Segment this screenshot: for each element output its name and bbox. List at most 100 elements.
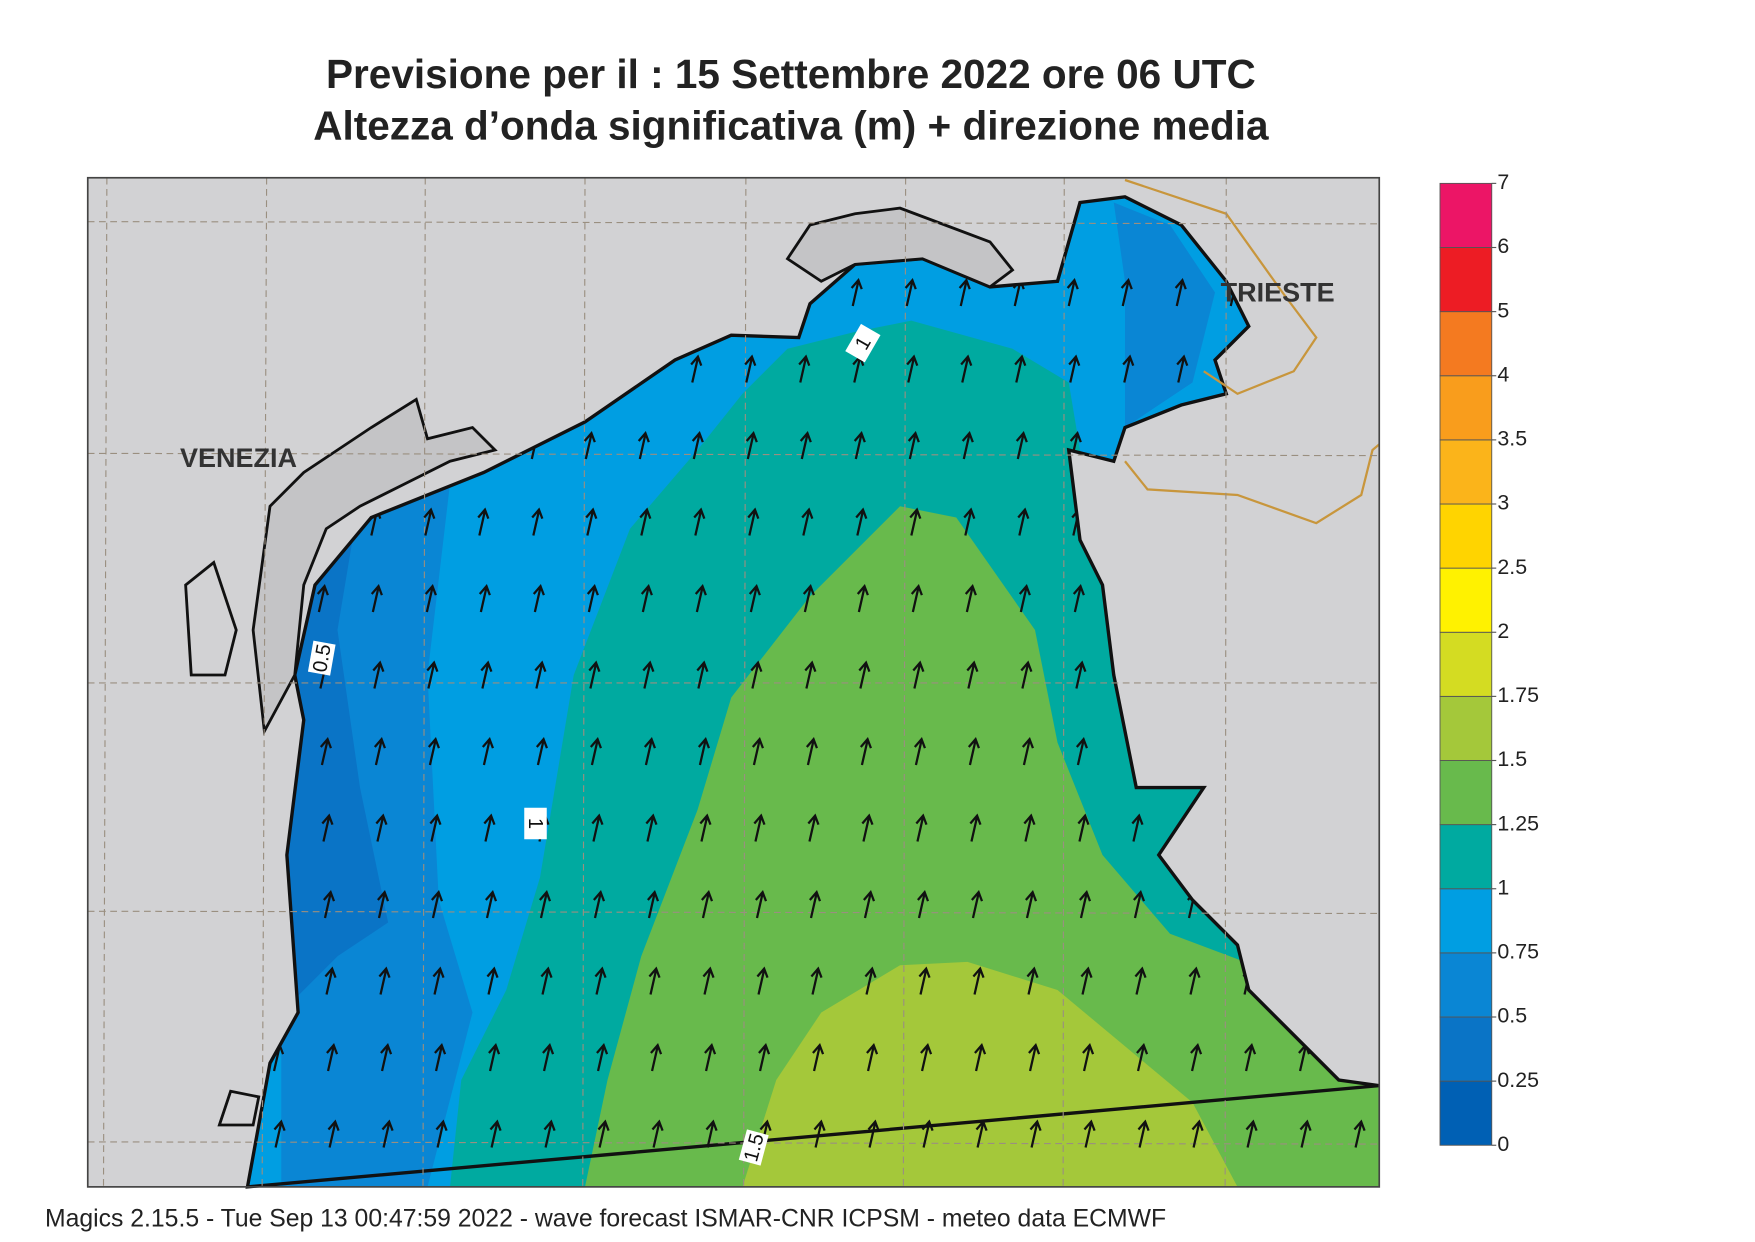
arrow: [424, 583, 437, 613]
arrow: [434, 1042, 447, 1072]
arrow: [756, 966, 769, 995]
arrow: [488, 1042, 501, 1072]
arrow: [809, 889, 822, 919]
arrow: [1122, 354, 1135, 383]
arrow: [1028, 1042, 1041, 1072]
colorbar-box: [1439, 503, 1493, 569]
contour-label-box: [524, 807, 547, 840]
arrow: [1191, 1119, 1204, 1148]
arrow: [486, 966, 499, 995]
arrow: [917, 889, 930, 919]
arrow: [971, 889, 984, 919]
arrow: [1017, 507, 1030, 536]
arrow: [539, 889, 552, 919]
arrow: [910, 583, 923, 613]
arrow: [690, 354, 703, 383]
colorbar-tick-label: 0.25: [1497, 1068, 1539, 1092]
arrow: [1136, 1042, 1149, 1072]
arrow: [586, 583, 599, 613]
arrow: [588, 660, 601, 689]
arrow: [1131, 813, 1144, 842]
arrow: [972, 966, 985, 995]
contour-label-box: [307, 640, 336, 676]
arrow: [967, 736, 980, 766]
arrow: [485, 889, 498, 919]
arrow: [1025, 889, 1038, 919]
arrow: [963, 507, 976, 536]
colorbar-tick-label: 2.5: [1497, 555, 1527, 579]
coastline: [245, 195, 1380, 1189]
arrow: [915, 813, 928, 842]
place-label: TRIESTE: [1221, 278, 1335, 308]
arrow: [477, 507, 490, 536]
colorbar-box: [1439, 182, 1493, 248]
arrow: [1023, 813, 1036, 842]
colorbar-box: [1439, 375, 1493, 441]
arrow: [1077, 813, 1090, 842]
footer: Magics 2.15.5 - Tue Sep 13 00:47:59 2022…: [45, 1205, 1166, 1232]
arrow: [643, 736, 656, 766]
colorbar-tick-label: 1: [1497, 875, 1509, 899]
colorbar-box: [1439, 247, 1493, 313]
grado-lagoon: [785, 206, 1015, 289]
arrow: [755, 889, 768, 919]
arrow: [810, 966, 823, 995]
arrow: [866, 1042, 879, 1072]
arrow: [585, 507, 598, 536]
arrow: [478, 583, 491, 613]
arrow: [859, 736, 872, 766]
colorbar-box: [1439, 567, 1493, 633]
colorbar-box: [1439, 760, 1493, 826]
colorbar-tick-label: 1.25: [1497, 811, 1539, 835]
arrow: [435, 1119, 448, 1148]
arrow: [744, 354, 757, 383]
arrow: [481, 736, 494, 766]
arrow: [974, 1042, 987, 1072]
arrow: [375, 813, 388, 842]
colorbar: 0 0.25 0.5 0.75 1 1.25 1.5 1.75 2 2.5 3 3.5 4 5 6 7: [1439, 170, 1539, 1156]
contour-label-box: [738, 1129, 769, 1166]
wave-band: [585, 506, 1380, 1187]
arrow: [1299, 1119, 1312, 1148]
arrow: [324, 966, 337, 995]
arrow: [650, 1042, 663, 1072]
colorbar-box: [1439, 824, 1493, 890]
arrow: [1190, 1042, 1203, 1072]
subtitle: Altezza d’onda significativa (m) + direz…: [313, 103, 1269, 149]
arrow: [542, 1042, 555, 1072]
arrow: [812, 1042, 825, 1072]
arrow: [378, 966, 391, 995]
arrow: [426, 660, 439, 689]
arrow: [591, 813, 604, 842]
arrow: [1353, 1119, 1366, 1148]
arrow: [863, 889, 876, 919]
colorbar-box: [1439, 888, 1493, 954]
colorbar-tick-label: 1.5: [1497, 747, 1527, 771]
arrow: [867, 1119, 880, 1148]
arrow: [1083, 1119, 1096, 1148]
arrow: [380, 1042, 393, 1072]
map: VENEZIA TRIESTE 10.511.5: [86, 176, 1381, 1189]
arrow: [1018, 583, 1031, 613]
arrow: [483, 813, 496, 842]
colorbar-box: [1439, 311, 1493, 377]
arrow: [856, 583, 869, 613]
arrow: [699, 813, 712, 842]
arrow: [489, 1119, 502, 1148]
colorbar-tick-label: 0.75: [1497, 940, 1539, 964]
arrow: [1029, 1119, 1042, 1148]
arrow: [1068, 354, 1081, 383]
arrow: [377, 889, 390, 919]
arrow: [813, 1119, 826, 1148]
arrow: [858, 660, 871, 689]
inland-water: [184, 560, 261, 1127]
arrow: [907, 430, 920, 460]
arrow: [960, 354, 973, 383]
arrow: [805, 736, 818, 766]
arrow: [370, 583, 383, 613]
arrow: [975, 1119, 988, 1148]
colorbar-tick-label: 5: [1497, 298, 1509, 322]
arrow: [702, 966, 715, 995]
contour-label: 0.5: [307, 640, 336, 676]
arrow: [1020, 660, 1033, 689]
